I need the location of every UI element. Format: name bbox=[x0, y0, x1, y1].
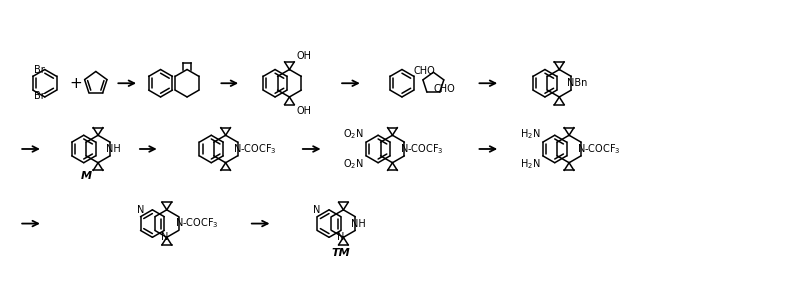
Text: O$_2$N: O$_2$N bbox=[343, 127, 364, 141]
Text: M: M bbox=[81, 171, 91, 181]
Text: Br: Br bbox=[34, 91, 45, 101]
Text: N-COCF$_3$: N-COCF$_3$ bbox=[577, 142, 621, 156]
Text: NH: NH bbox=[351, 219, 366, 229]
Text: NBn: NBn bbox=[567, 78, 587, 88]
Text: Br: Br bbox=[34, 65, 45, 75]
Text: N: N bbox=[314, 205, 321, 215]
Text: H$_2$N: H$_2$N bbox=[521, 157, 541, 171]
Text: OH: OH bbox=[296, 51, 311, 61]
Text: N: N bbox=[161, 232, 168, 242]
Text: N: N bbox=[137, 205, 144, 215]
Text: N-COCF$_3$: N-COCF$_3$ bbox=[174, 217, 218, 230]
Text: NH: NH bbox=[106, 144, 121, 154]
Text: N: N bbox=[338, 232, 345, 242]
Text: CHO: CHO bbox=[413, 66, 434, 76]
Text: O$_2$N: O$_2$N bbox=[343, 157, 364, 171]
Text: N-COCF$_3$: N-COCF$_3$ bbox=[400, 142, 444, 156]
Text: CHO: CHO bbox=[434, 84, 456, 94]
Text: N-COCF$_3$: N-COCF$_3$ bbox=[234, 142, 277, 156]
Text: +: + bbox=[70, 76, 82, 91]
Text: TM: TM bbox=[332, 248, 350, 258]
Text: OH: OH bbox=[296, 105, 311, 116]
Text: H$_2$N: H$_2$N bbox=[521, 127, 541, 141]
